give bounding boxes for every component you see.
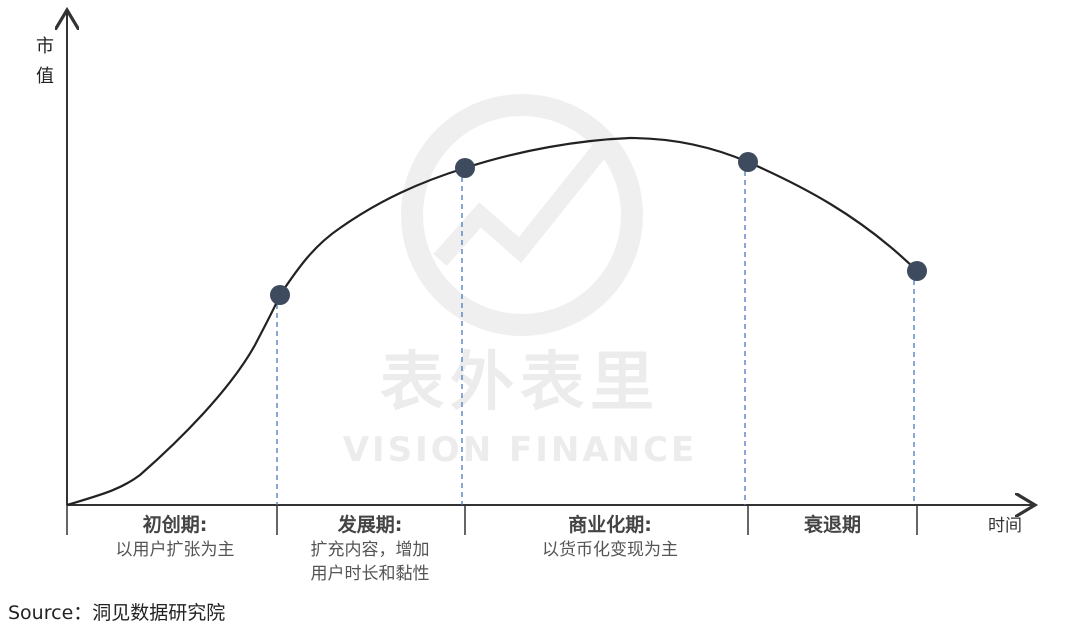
stage-transition-dot [270, 285, 290, 305]
stage-decline: 衰退期 [755, 512, 910, 538]
watermark-title: 表外表里 [380, 346, 660, 420]
stage-desc: 以货币化变现为主 [542, 540, 678, 560]
stage-name: 商业化期: [568, 514, 652, 536]
stage-growth: 发展期: 扩充内容，增加 用户时长和黏性 [280, 512, 460, 586]
stage-desc: 以用户扩张为主 [115, 540, 235, 560]
y-axis-label: 市值 [36, 36, 54, 87]
stage-desc: 扩充内容，增加 [310, 540, 430, 560]
stage-name: 初创期: [142, 514, 208, 536]
stage-desc: 用户时长和黏性 [310, 564, 430, 584]
stage-name: 衰退期 [803, 514, 861, 536]
watermark-subtitle: VISION FINANCE [342, 430, 698, 470]
source-note: Source：洞见数据研究院 [8, 602, 226, 624]
stage-name: 发展期: [337, 514, 403, 536]
stage-dividers [66, 505, 918, 535]
stage-transition-dot [455, 158, 475, 178]
stage-transition-dot [907, 261, 927, 281]
x-axis-label: 时间 [988, 516, 1022, 536]
stage-commercial: 商业化期: 以货币化变现为主 [500, 512, 720, 562]
watermark-logo [401, 94, 643, 336]
stage-transition-dot [738, 152, 758, 172]
stage-initial: 初创期: 以用户扩张为主 [80, 512, 270, 562]
